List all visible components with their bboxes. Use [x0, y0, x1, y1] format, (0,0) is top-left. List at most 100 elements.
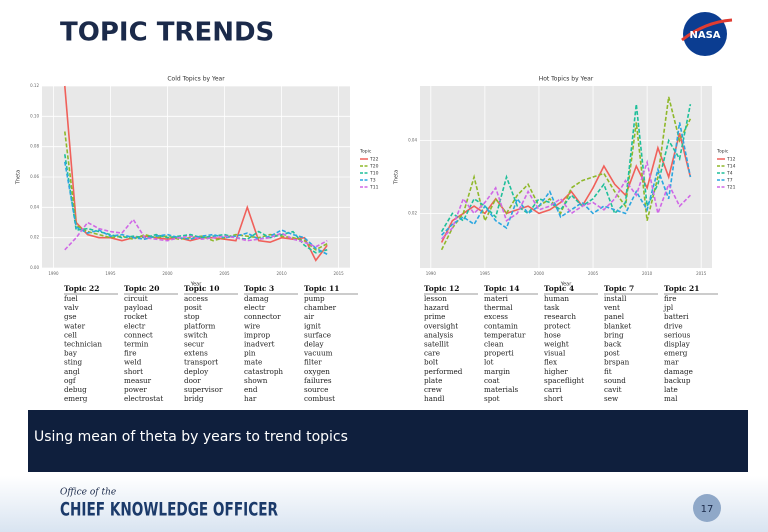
table-word: stop — [184, 312, 200, 321]
table-word: payload — [124, 303, 153, 312]
table-word: hazard — [424, 303, 449, 312]
table-word: emerg — [64, 394, 88, 403]
table-word: transport — [184, 358, 218, 367]
table-word: spaceflight — [544, 376, 584, 385]
page-badge — [693, 494, 721, 522]
legend-label: T14 — [726, 164, 736, 170]
table-word: chamber — [304, 303, 337, 312]
table-word: valv — [63, 303, 80, 312]
table-word: hose — [544, 330, 561, 339]
legend-title: Topic — [716, 149, 729, 155]
table-word: blanket — [604, 321, 631, 330]
table-word: fit — [604, 367, 612, 376]
table-word: electr — [244, 303, 266, 312]
series-line — [441, 122, 692, 236]
table-header: Topic 20 — [124, 284, 159, 293]
x-tick-label: 2005 — [219, 271, 230, 276]
table-word: protect — [544, 321, 571, 330]
chart-title: Cold Topics by Year — [167, 76, 225, 83]
table-word: properti — [484, 349, 515, 358]
table-word: crew — [424, 385, 443, 394]
table-word: pin — [244, 349, 256, 358]
table-word: access — [184, 294, 208, 303]
table-word: short — [124, 367, 143, 376]
table-word: contamin — [484, 321, 518, 330]
legend-label: T10 — [369, 171, 379, 177]
series-line — [440, 96, 692, 251]
table-word: emerg — [664, 349, 688, 358]
table-word: termin — [124, 340, 149, 349]
table-word: filter — [304, 358, 322, 367]
table-word: mar — [664, 358, 679, 367]
table-word: coat — [484, 376, 500, 385]
y-axis-label: Theta — [394, 170, 400, 185]
table-word: rocket — [124, 312, 147, 321]
legend-label: T7 — [726, 178, 733, 184]
table-word: posit — [184, 303, 202, 312]
table-word: gse — [64, 312, 77, 321]
table-word: mate — [244, 358, 262, 367]
table-header: Topic 12 — [424, 284, 459, 293]
legend-label: T21 — [726, 185, 736, 191]
table-word: angl — [64, 367, 81, 376]
table-word: air — [304, 312, 315, 321]
table-word: sound — [604, 376, 626, 385]
table-word: thermal — [484, 303, 513, 312]
table-word: vent — [603, 303, 620, 312]
table-word: spot — [484, 394, 500, 403]
table-word: connector — [244, 312, 281, 321]
table-word: oversight — [424, 321, 458, 330]
x-axis-label: Year — [190, 282, 203, 288]
legend-label: T12 — [726, 157, 736, 163]
x-tick-label: 2015 — [333, 271, 344, 276]
caption-band — [28, 410, 748, 472]
table-word: switch — [184, 330, 208, 339]
table-word: catastroph — [244, 367, 283, 376]
caption: Using mean of theta by years to trend to… — [34, 429, 348, 445]
table-header: Topic 7 — [604, 284, 634, 293]
y-tick-label: 0.04 — [408, 138, 417, 143]
legend-title: Topic — [359, 149, 372, 155]
legend-label: T3 — [369, 178, 376, 184]
table-word: clean — [484, 340, 504, 349]
table-word: fire — [124, 349, 136, 358]
y-tick-label: 0.04 — [30, 204, 39, 209]
x-axis-label: Year — [560, 282, 573, 288]
table-word: cell — [64, 330, 78, 339]
legend-label: T20 — [369, 164, 379, 170]
table-word: satellit — [424, 340, 449, 349]
table-word: electr — [124, 321, 146, 330]
table-word: serious — [664, 330, 691, 339]
table-word: lot — [484, 358, 494, 367]
table-word: back — [604, 340, 622, 349]
table-word: improp — [244, 330, 270, 339]
table-word: debug — [64, 385, 87, 394]
page-number: 17 — [701, 504, 714, 515]
table-word: performed — [424, 367, 463, 376]
table-word: sew — [604, 394, 619, 403]
table-word: carri — [544, 385, 562, 394]
table-word: late — [664, 385, 678, 394]
y-tick-label: 0.12 — [30, 83, 39, 88]
table-word: research — [544, 312, 576, 321]
series-line — [64, 218, 328, 251]
table-word: electrostat — [124, 394, 163, 403]
table-word: excess — [484, 312, 508, 321]
table-header: Topic 11 — [304, 284, 339, 293]
x-tick-label: 2015 — [696, 271, 707, 276]
table-header: Topic 10 — [184, 284, 219, 293]
footer-office: Office of the — [60, 488, 116, 498]
table-word: higher — [544, 367, 568, 376]
series-line — [441, 159, 691, 240]
x-tick-label: 2005 — [588, 271, 599, 276]
table-word: bay — [64, 349, 78, 358]
table-word: door — [184, 376, 201, 385]
series-line — [64, 161, 328, 256]
table-word: lesson — [424, 294, 447, 303]
table-word: deploy — [184, 367, 209, 376]
table-word: materi — [484, 294, 509, 303]
table-header: Topic 21 — [664, 284, 699, 293]
table-word: margin — [484, 367, 510, 376]
chart-title: Hot Topics by Year — [539, 76, 594, 83]
